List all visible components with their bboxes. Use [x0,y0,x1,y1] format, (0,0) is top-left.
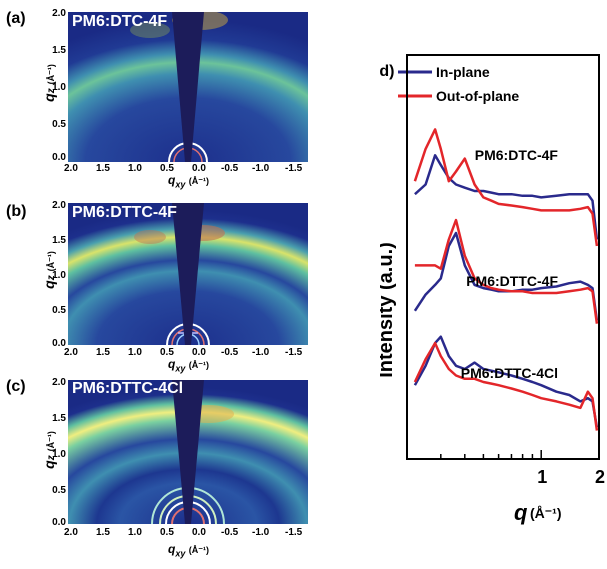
y-tick: 2.0 [52,377,66,388]
y-tick: 0.5 [52,305,66,316]
qz-axis-label: qz (Å⁻¹) [40,64,57,102]
x-tick: 0.0 [192,347,206,358]
missing-wedge [172,380,204,524]
x-tick-label: 1 [537,467,547,487]
y-tick: 0.5 [52,119,66,130]
x-tick: -0.5 [221,347,239,358]
x-tick: -1.5 [285,347,303,358]
line-cut-chart: (d) In-plane Out-of-plane Intensity (a.u… [380,54,605,525]
giwaxs-map-c [68,380,308,524]
giwaxs-map-b [68,203,308,345]
qxy-axis-label: qxy (Å⁻¹) [168,173,209,190]
x-tick: -0.5 [221,163,239,174]
x-tick: -1.0 [252,163,270,174]
y-tick: 2.0 [52,200,66,211]
peak-hotspot [130,22,170,38]
x-tick: 2.0 [64,347,78,358]
plot-frame [406,54,600,460]
legend-label-in-plane: In-plane [436,64,490,80]
panel-title-b: PM6:DTTC-4F [72,204,177,221]
curve-label-dttc-4f: PM6:DTTC-4F [466,273,558,289]
curve-label-dtc-4f: PM6:DTC-4F [475,147,559,163]
x-tick-label: 2 [595,467,605,487]
y-axis-label: Intensity (a.u.) [380,242,397,378]
series-line-in-plane-0 [414,154,599,240]
panel-title-a: PM6:DTC-4F [72,13,168,30]
x-tick: -1.5 [285,527,303,538]
y-tick: 1.5 [52,413,66,424]
y-tick: 1.0 [52,270,66,281]
x-tick: 2.0 [64,527,78,538]
missing-wedge [172,12,204,162]
series-line-in-plane-4 [413,335,599,428]
x-tick: 0.5 [160,527,174,538]
x-tick: 0.0 [192,163,206,174]
legend-label-out-of-plane: Out-of-plane [436,88,519,104]
x-tick: -1.5 [285,163,303,174]
series-line-out-of-plane-3 [414,218,599,324]
x-axis-label: q [514,500,528,525]
y-tick: 2.0 [52,8,66,19]
y-tick: 0.0 [52,338,66,349]
panel-letter-d: (d) [380,63,394,80]
x-tick: -1.0 [252,347,270,358]
x-tick: 1.5 [96,527,110,538]
x-axis-unit: (Å⁻¹) [530,505,562,521]
x-tick: 0.5 [160,163,174,174]
y-tick: 1.0 [52,82,66,93]
qz-axis-label: qz (Å⁻¹) [40,431,57,469]
x-tick: -0.5 [221,527,239,538]
qxy-axis-label: qxy (Å⁻¹) [168,542,209,559]
x-tick: 0.0 [192,527,206,538]
x-tick: 1.0 [128,163,142,174]
y-tick: 1.5 [52,235,66,246]
series-line-in-plane-2 [413,231,599,321]
peak-hotspot [134,230,166,244]
qxy-axis-label: qxy (Å⁻¹) [168,357,209,374]
y-tick: 1.0 [52,449,66,460]
panel-letter-a: (a) [6,10,26,27]
x-tick: 1.5 [96,163,110,174]
x-tick: 0.5 [160,347,174,358]
y-tick: 0.0 [52,152,66,163]
y-tick: 0.0 [52,517,66,528]
curve-label-dttc-4cl: PM6:DTTC-4Cl [461,365,558,381]
giwaxs-map-a [68,12,308,162]
y-tick: 1.5 [52,45,66,56]
panel-letter-b: (b) [6,203,27,220]
series-line-out-of-plane-1 [413,128,599,247]
x-tick: 1.5 [96,347,110,358]
y-tick: 0.5 [52,485,66,496]
qz-axis-label: qz (Å⁻¹) [40,251,57,289]
series-layer [413,128,599,431]
x-tick: 2.0 [64,163,78,174]
legend: In-plane Out-of-plane [398,64,519,104]
panel-letter-c: (c) [6,378,26,395]
x-tick: 1.0 [128,527,142,538]
panel-title-c: PM6:DTTC-4Cl [72,380,184,397]
series-line-out-of-plane-5 [413,341,599,431]
x-tick: 1.0 [128,347,142,358]
missing-wedge [172,203,204,345]
x-tick: -1.0 [252,527,270,538]
